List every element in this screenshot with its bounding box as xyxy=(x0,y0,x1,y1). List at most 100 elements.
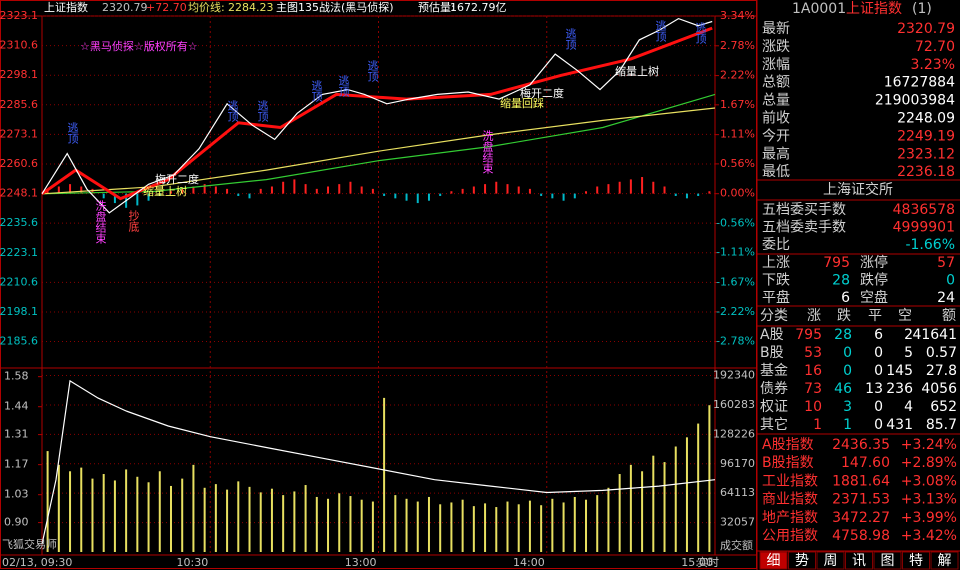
table-cell: 28 xyxy=(834,327,852,343)
table-cell: 权证 xyxy=(760,399,788,415)
volume-bar xyxy=(585,499,588,552)
y2-tick-label: 2.78% xyxy=(720,39,755,52)
table-cell: 0 xyxy=(874,363,883,379)
index-change: +2.89% xyxy=(901,455,957,471)
quote-value: 219003984 xyxy=(875,93,955,109)
quote-value: 72.70 xyxy=(915,39,955,55)
index-value: 4758.98 xyxy=(832,528,890,544)
y2-tick-label: 1.31 xyxy=(4,428,29,441)
annotation: 逃顶 xyxy=(310,80,323,103)
y2-tick-label: 1.03 xyxy=(4,488,29,501)
table-header: 分类 xyxy=(760,308,788,324)
volume-bar xyxy=(450,502,453,552)
y-tick-label: 2210.6 xyxy=(0,275,38,288)
tab[interactable] xyxy=(788,551,816,570)
volume-bar xyxy=(551,498,554,552)
annotation: 抄底 xyxy=(127,209,140,232)
quote-value: 16727884 xyxy=(884,75,955,91)
index-name: 地产指数 xyxy=(762,510,818,526)
table-cell: 1 xyxy=(813,417,822,433)
header-text: 上证指数 xyxy=(44,0,88,14)
tab-label[interactable]: 解 xyxy=(938,553,952,569)
y-tick-label: 32057 xyxy=(720,516,755,529)
annotation: 缩量上树 xyxy=(143,184,187,198)
y2-tick-label: 0.00% xyxy=(720,187,755,200)
volume-bar xyxy=(136,476,139,552)
index-change: +3.08% xyxy=(901,473,957,489)
table-cell: 0.57 xyxy=(926,345,957,361)
volume-bar xyxy=(203,487,206,552)
table-cell: 27.8 xyxy=(926,363,957,379)
annotation: 逃顶 xyxy=(66,122,79,145)
index-change: +3.99% xyxy=(901,510,957,526)
table-header: 涨 xyxy=(807,308,821,324)
order-label: 五档委卖手数 xyxy=(762,220,846,236)
table-cell: 4056 xyxy=(921,381,957,397)
y2-tick-label: 1.67% xyxy=(720,98,755,111)
volume-bar xyxy=(652,455,655,552)
volume-bar xyxy=(708,405,711,552)
volume-bar xyxy=(528,500,531,552)
tab[interactable] xyxy=(930,551,959,570)
annotation: 梅开二度 xyxy=(155,172,199,186)
table-cell: 53 xyxy=(804,345,822,361)
tab[interactable] xyxy=(845,551,873,570)
table-cell: 795 xyxy=(795,327,822,343)
tab-label[interactable]: 讯 xyxy=(852,553,866,569)
tab[interactable] xyxy=(873,551,902,570)
tab[interactable] xyxy=(902,551,930,570)
order-value: 4999901 xyxy=(893,220,955,236)
volume-bar xyxy=(158,471,161,552)
table-cell: 基金 xyxy=(760,362,788,379)
volume-bar xyxy=(91,478,94,552)
volume-bar xyxy=(57,464,60,552)
table-cell: 4 xyxy=(904,399,913,415)
index-value: 2436.35 xyxy=(832,437,890,453)
volume-bar xyxy=(663,462,666,552)
brand: 飞狐交易师 xyxy=(2,537,57,551)
annotation: 洗盘结束 xyxy=(94,200,107,245)
volume-bar xyxy=(192,464,195,552)
line xyxy=(41,379,716,545)
index-change: +3.24% xyxy=(901,437,957,453)
volume-bar xyxy=(383,397,386,552)
y-tick-label: 2323.1 xyxy=(0,9,38,22)
table-cell: 0 xyxy=(843,363,852,379)
table-cell: 3 xyxy=(843,399,852,415)
index-name: A股指数 xyxy=(762,437,814,453)
breadth-value: 6 xyxy=(841,290,850,306)
x-tick-label: 14:00 xyxy=(513,556,545,569)
volume-bar xyxy=(181,478,184,552)
y2-tick-label: 2.22% xyxy=(720,69,755,82)
quote-label: 最高 xyxy=(762,145,790,162)
tab[interactable] xyxy=(816,551,845,570)
table-cell: B股 xyxy=(760,345,784,361)
tab-label[interactable]: 周 xyxy=(824,553,838,569)
tab-label[interactable]: 图 xyxy=(881,553,895,569)
index-name: 公用指数 xyxy=(762,528,818,544)
order-label: 五档委买手数 xyxy=(762,202,846,218)
tab-label[interactable]: 势 xyxy=(795,553,809,569)
tab-label[interactable]: 特 xyxy=(909,553,923,569)
table-cell: 73 xyxy=(804,381,822,397)
breadth-label: 跌停 xyxy=(860,272,888,289)
annotation: 缩量回踩 xyxy=(500,97,544,110)
table-cell: 0 xyxy=(843,345,852,361)
volume-bar xyxy=(573,496,576,552)
breadth-value: 28 xyxy=(832,273,850,289)
y-tick-label: 2223.1 xyxy=(0,246,38,259)
volume-bar xyxy=(439,504,442,552)
volume-bar xyxy=(259,492,262,552)
line xyxy=(41,17,713,214)
tab-label[interactable]: 细 xyxy=(767,553,781,569)
annotation: 缩量上树 xyxy=(615,64,659,78)
tab[interactable] xyxy=(759,551,788,570)
volume-bar xyxy=(102,474,105,552)
watermark: ☆黑马侦探☆版权所有☆ xyxy=(80,39,198,53)
table-cell: 145 xyxy=(886,363,913,379)
table-header: 平 xyxy=(868,308,882,324)
table-cell: 16 xyxy=(804,363,822,379)
quote-label: 涨幅 xyxy=(762,57,790,73)
quote-value: 2249.19 xyxy=(897,128,955,144)
